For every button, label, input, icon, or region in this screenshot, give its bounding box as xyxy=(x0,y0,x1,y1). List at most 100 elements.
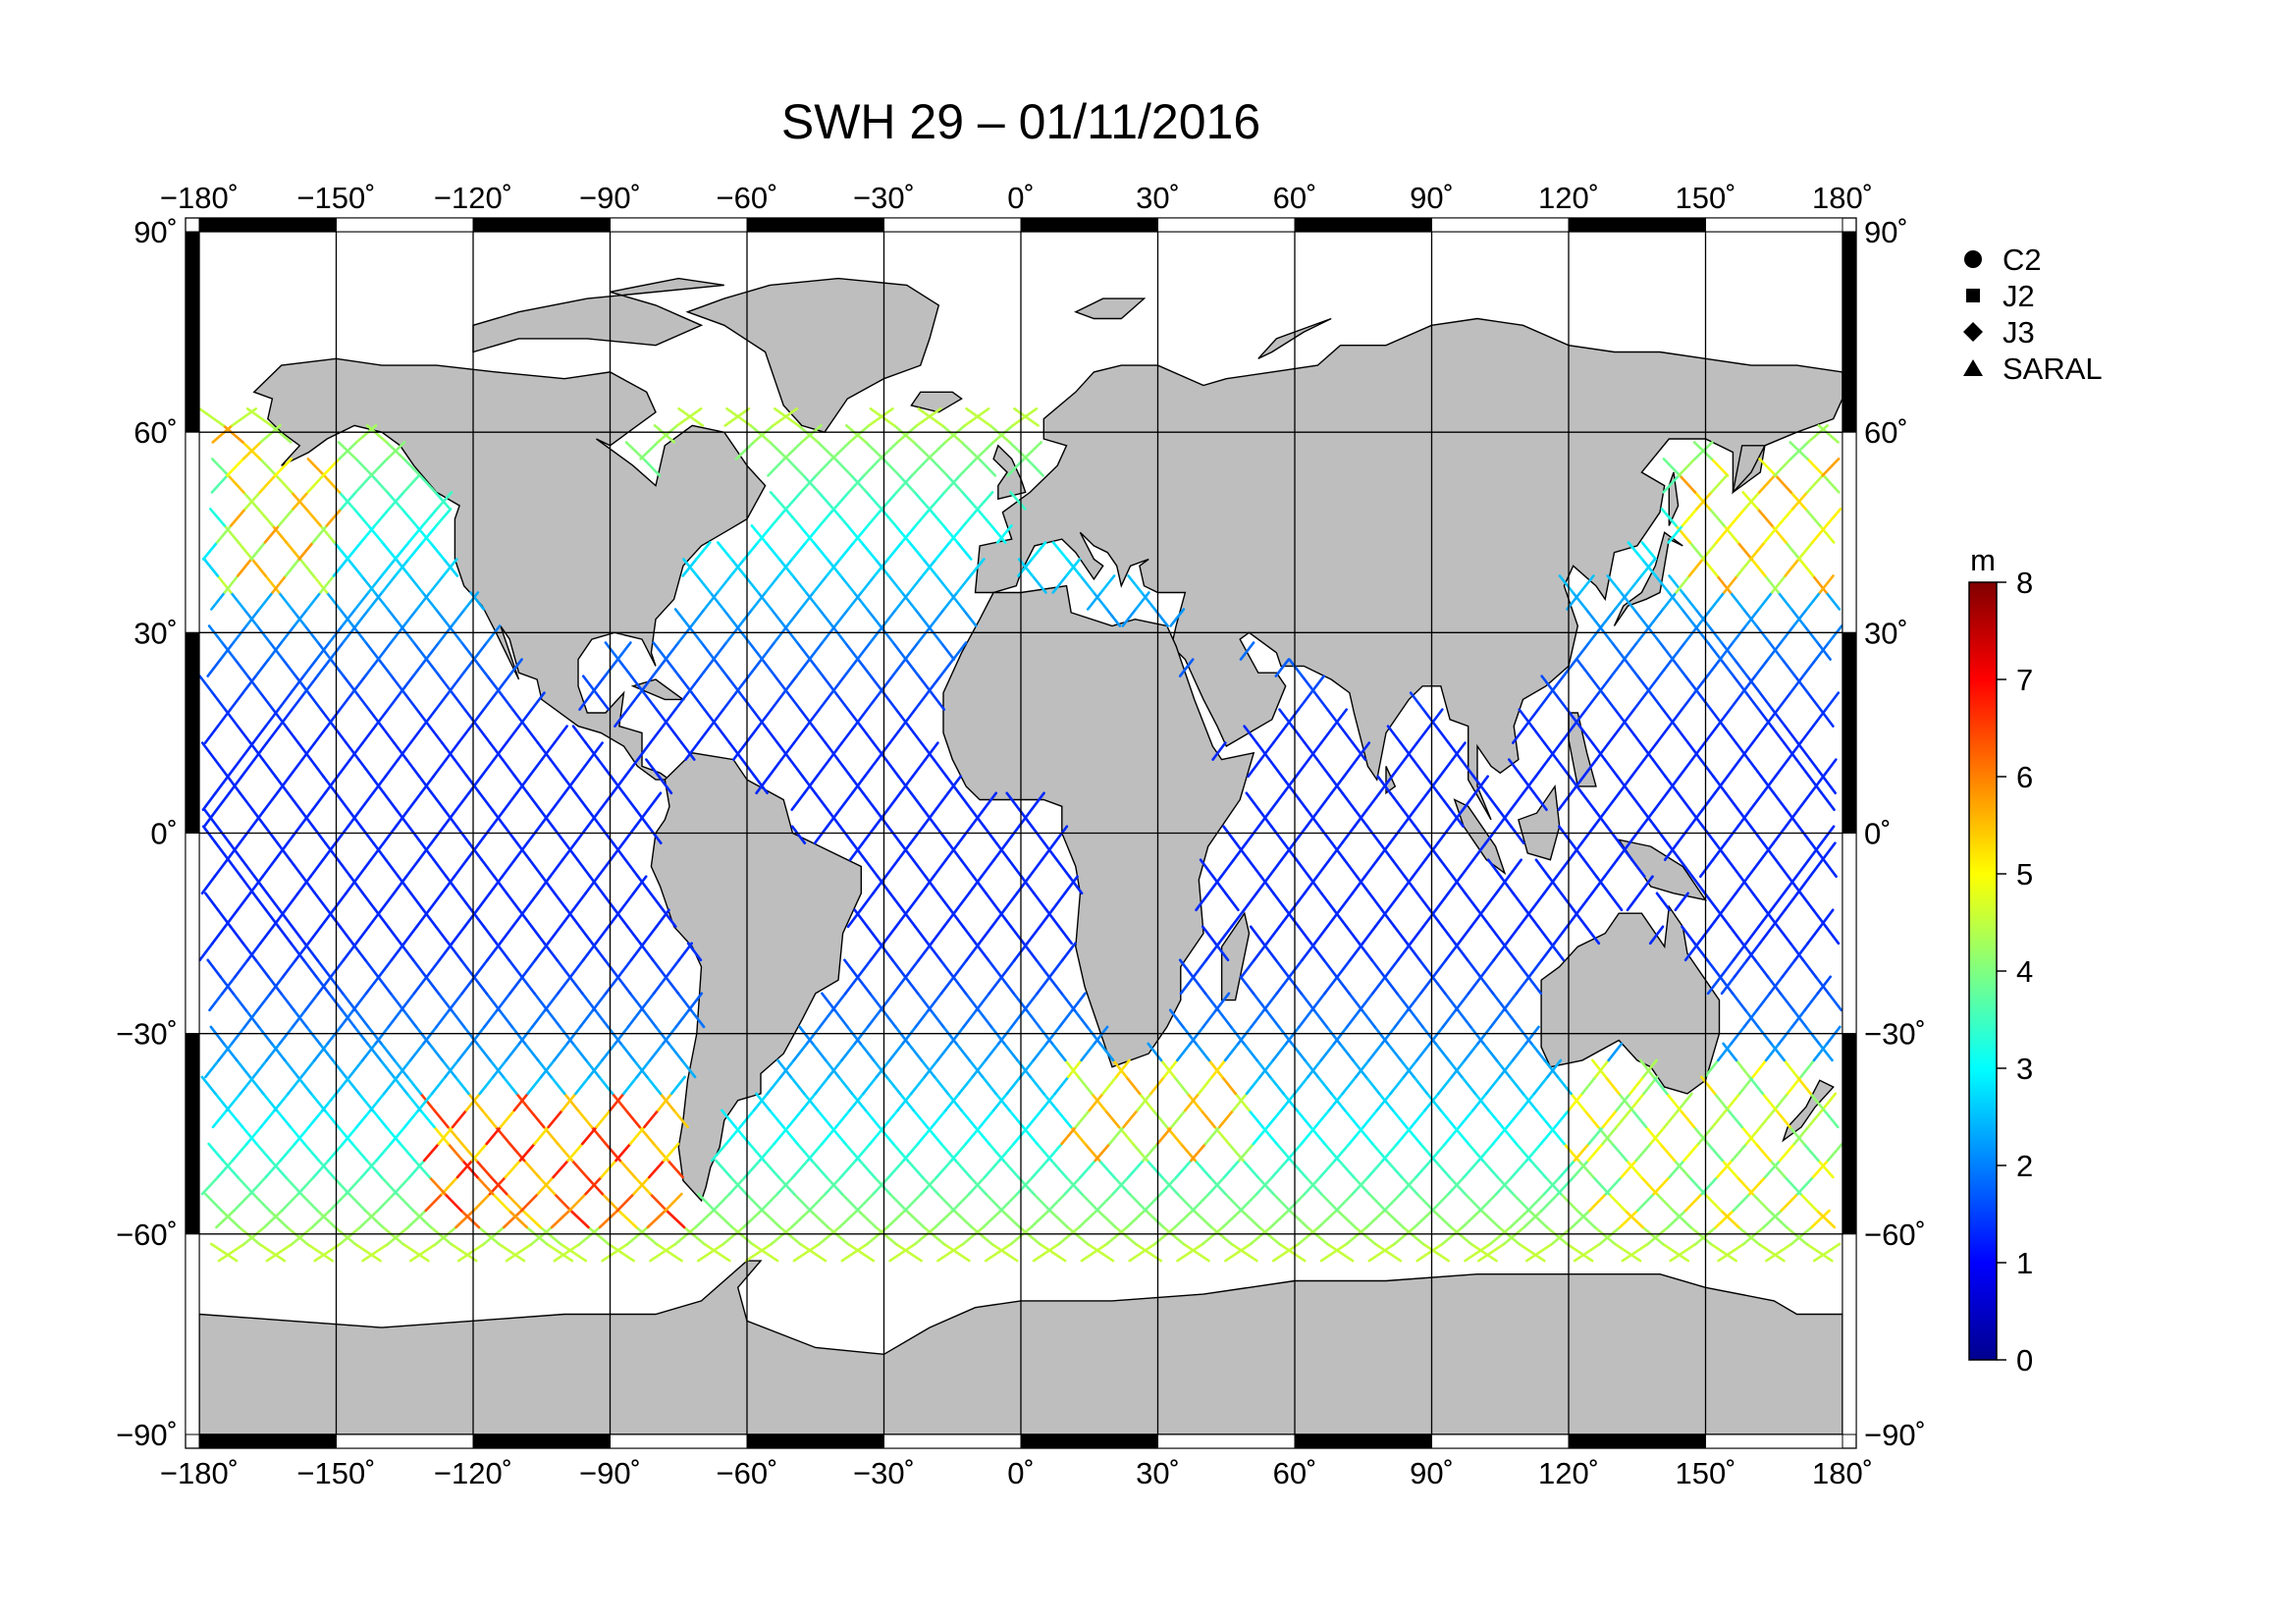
track-segment xyxy=(507,658,523,677)
track-segment xyxy=(738,691,754,711)
track-segment xyxy=(1122,1109,1139,1129)
track-segment xyxy=(652,641,668,661)
track-segment xyxy=(843,658,859,677)
ground-track xyxy=(200,508,1835,1263)
track-segment xyxy=(1773,458,1792,477)
track-segment xyxy=(354,608,371,627)
track-segment xyxy=(904,658,921,677)
track-segment xyxy=(1824,925,1841,946)
track-segment xyxy=(1303,875,1318,895)
track-segment xyxy=(970,808,986,829)
track-segment xyxy=(826,808,842,829)
track-segment xyxy=(936,1242,965,1263)
track-segment xyxy=(502,1075,518,1096)
track-segment xyxy=(505,1042,521,1062)
track-segment xyxy=(800,1092,817,1112)
track-segment xyxy=(380,558,397,577)
track-segment xyxy=(909,791,926,812)
track-segment xyxy=(1667,591,1683,611)
track-segment xyxy=(1775,1109,1791,1129)
track-segment xyxy=(1454,992,1470,1012)
lon-tick-label-top: −150˚ xyxy=(296,181,375,215)
track-segment xyxy=(1605,825,1622,845)
track-segment xyxy=(467,841,484,862)
track-segment xyxy=(566,1142,584,1163)
track-segment xyxy=(752,424,774,444)
track-segment xyxy=(941,524,959,544)
track-segment xyxy=(374,908,390,929)
track-segment xyxy=(240,1125,258,1146)
track-segment xyxy=(1030,791,1045,812)
track-segment xyxy=(1000,958,1016,979)
track-segment xyxy=(1317,825,1334,845)
track-segment xyxy=(1784,892,1799,912)
track-segment xyxy=(259,1109,277,1129)
track-segment xyxy=(1806,424,1829,444)
track-segment xyxy=(459,658,476,677)
track-segment xyxy=(220,1209,241,1229)
lon-tick-label-top: −120˚ xyxy=(434,181,512,215)
track-segment xyxy=(291,1225,314,1246)
track-segment xyxy=(1262,992,1278,1012)
lon-tick-label-top: −180˚ xyxy=(160,181,239,215)
track-segment xyxy=(1815,1209,1837,1229)
track-segment xyxy=(571,1042,588,1062)
track-segment xyxy=(382,825,398,845)
track-segment xyxy=(1093,1025,1109,1046)
track-segment xyxy=(549,858,564,879)
track-segment xyxy=(812,541,829,561)
track-segment xyxy=(1671,641,1686,661)
track-segment xyxy=(1005,825,1021,845)
track-segment xyxy=(395,808,410,829)
track-segment xyxy=(1060,992,1076,1012)
track-segment xyxy=(408,1242,438,1263)
track-segment xyxy=(924,875,939,895)
track-segment xyxy=(226,775,241,795)
track-segment xyxy=(313,725,329,744)
track-segment xyxy=(1559,725,1575,744)
track-segment xyxy=(1674,725,1690,744)
ground-track xyxy=(206,441,1841,1263)
track-segment xyxy=(1333,1142,1351,1163)
land-novaya-zemlya xyxy=(1257,317,1332,359)
track-segment xyxy=(1414,791,1429,812)
track-segment xyxy=(848,841,865,862)
track-segment xyxy=(1729,591,1745,611)
lat-tick-label-right: 30˚ xyxy=(1864,616,1908,650)
track-segment xyxy=(562,775,579,795)
track-segment xyxy=(1543,1058,1560,1079)
track-segment xyxy=(1224,892,1240,912)
track-segment xyxy=(1409,691,1425,711)
track-segment xyxy=(978,1109,995,1129)
track-segment xyxy=(257,1242,287,1263)
track-segment xyxy=(667,1159,684,1179)
track-segment xyxy=(417,841,433,862)
track-segment xyxy=(985,892,1000,912)
track-segment xyxy=(476,1175,495,1196)
track-segment xyxy=(1628,825,1644,845)
track-segment xyxy=(523,892,540,912)
track-segment xyxy=(389,992,405,1012)
track-segment xyxy=(1159,1058,1176,1079)
track-segment xyxy=(1030,541,1047,561)
track-segment xyxy=(440,875,456,895)
track-segment xyxy=(207,624,224,644)
track-segment xyxy=(565,1025,582,1046)
track-segment xyxy=(478,791,494,812)
track-segment xyxy=(404,758,421,779)
track-segment xyxy=(1335,975,1351,996)
track-segment xyxy=(258,691,275,711)
track-segment xyxy=(1464,1242,1492,1263)
track-segment xyxy=(690,608,706,627)
track-segment xyxy=(805,708,821,728)
track-segment xyxy=(651,658,667,677)
track-segment xyxy=(211,1109,229,1129)
track-segment xyxy=(1207,1058,1224,1079)
ground-track xyxy=(624,441,1307,1263)
track-segment xyxy=(1105,1225,1129,1246)
track-segment xyxy=(757,708,774,728)
land-new-zealand xyxy=(1782,1079,1835,1143)
track-segment xyxy=(1481,1159,1499,1179)
track-segment xyxy=(358,1209,380,1229)
track-segment xyxy=(652,975,668,996)
